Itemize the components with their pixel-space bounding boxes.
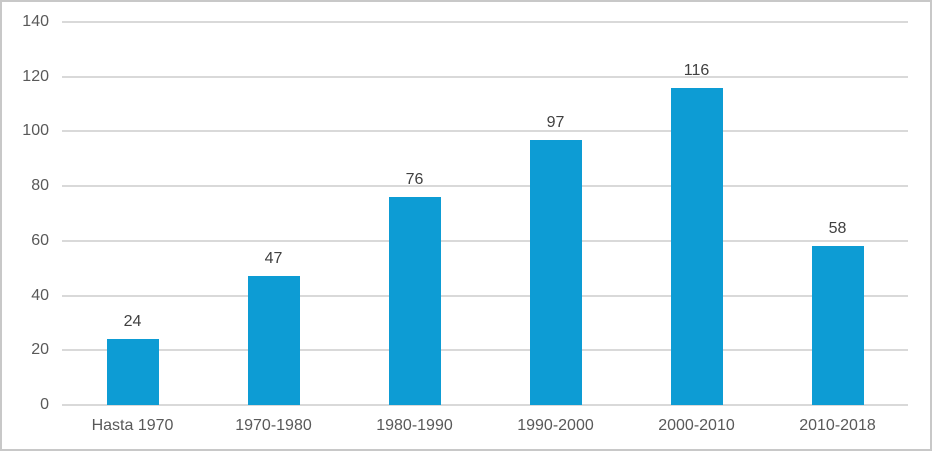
y-tick-label: 80 bbox=[31, 177, 49, 195]
bar-value-label: 97 bbox=[546, 113, 565, 131]
bar-value-label: 58 bbox=[828, 220, 847, 238]
gridline bbox=[62, 294, 908, 297]
y-tick-label: 0 bbox=[40, 396, 49, 413]
y-tick-label: 140 bbox=[22, 13, 49, 30]
bar bbox=[388, 197, 441, 405]
x-category-label: 1970-1980 bbox=[235, 417, 312, 434]
gridline bbox=[62, 185, 908, 188]
bar-value-label: 76 bbox=[405, 171, 424, 189]
gridline bbox=[62, 349, 908, 352]
gridline bbox=[62, 130, 908, 133]
gridline bbox=[62, 75, 908, 78]
y-tick-label: 60 bbox=[31, 231, 49, 249]
x-axis-line bbox=[62, 404, 908, 406]
bar bbox=[670, 87, 723, 405]
bar bbox=[247, 276, 300, 405]
x-category-label: 2000-2010 bbox=[658, 417, 735, 434]
y-tick-label: 40 bbox=[31, 286, 49, 304]
bar bbox=[106, 339, 159, 405]
x-category-label: Hasta 1970 bbox=[91, 417, 174, 434]
y-tick-label: 20 bbox=[31, 341, 49, 359]
gridline bbox=[62, 21, 908, 23]
bar bbox=[529, 139, 582, 405]
x-category-label: 2010-2018 bbox=[799, 417, 876, 434]
gridline bbox=[62, 239, 908, 242]
bar bbox=[811, 246, 864, 405]
x-category-label: 1980-1990 bbox=[376, 417, 453, 434]
y-tick-label: 100 bbox=[22, 122, 49, 140]
plot-area: 0 20 40 60 80 100 120 140 24 Hasta 1970 47 1970-198… bbox=[22, 13, 908, 434]
bar-value-label: 47 bbox=[264, 250, 283, 268]
y-tick-label: 120 bbox=[22, 67, 49, 85]
x-category-label: 1990-2000 bbox=[517, 417, 594, 434]
bar-value-label: 24 bbox=[123, 313, 142, 331]
bar-value-label: 116 bbox=[683, 61, 710, 79]
